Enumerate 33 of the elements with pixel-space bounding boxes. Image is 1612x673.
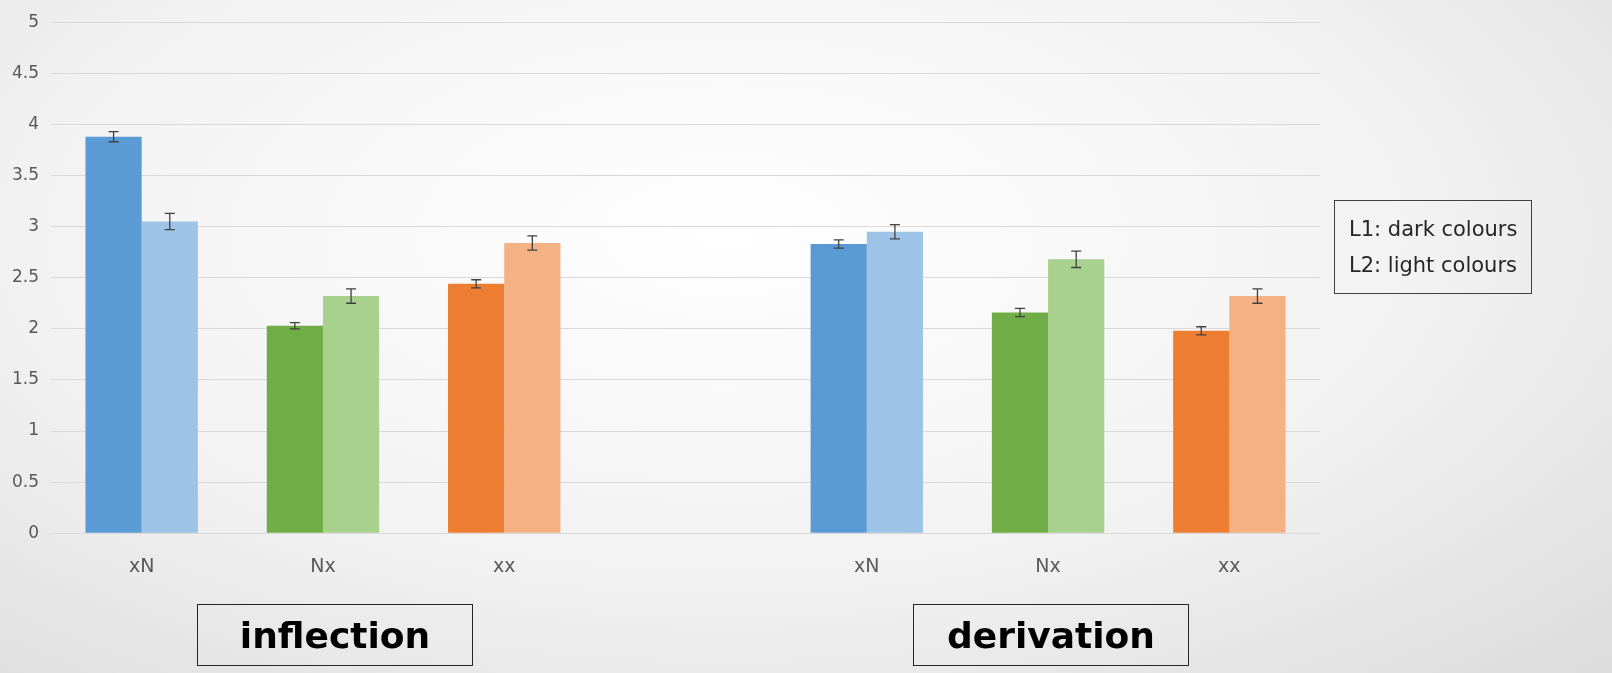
bar xyxy=(991,312,1049,533)
text: inflection xyxy=(197,604,473,666)
y-tick-label: 2.5 xyxy=(11,266,40,287)
y-tick-label: 1 xyxy=(28,419,40,440)
bar xyxy=(1229,296,1286,533)
bar xyxy=(266,325,323,533)
bar xyxy=(504,242,561,533)
y-tick-label: 5 xyxy=(28,10,40,31)
y-tick-label: 2 xyxy=(28,317,40,338)
x-tick-label: xN xyxy=(128,553,155,576)
text: L2: light colours xyxy=(1349,252,1518,279)
x-tick-label: Nx xyxy=(1035,553,1061,576)
y-tick-label: 0.5 xyxy=(11,470,40,491)
y-tick-label: 3.5 xyxy=(11,163,40,184)
x-tick-label: xx xyxy=(1218,553,1241,576)
bar xyxy=(1048,259,1105,533)
y-tick-label: 0 xyxy=(28,521,40,542)
y-tick-label: 4 xyxy=(28,112,40,133)
bar xyxy=(1173,330,1230,533)
bar xyxy=(141,221,198,533)
x-tick-label: Nx xyxy=(310,553,336,576)
text: derivation xyxy=(913,604,1189,666)
bar xyxy=(866,231,923,533)
bar xyxy=(810,243,867,533)
y-tick-label: 3 xyxy=(28,215,40,236)
y-tick-label: 4.5 xyxy=(11,61,40,82)
y-tick-label: 1.5 xyxy=(11,368,40,389)
bar xyxy=(448,283,505,533)
x-tick-label: xN xyxy=(854,553,880,576)
x-tick-label: xx xyxy=(492,553,516,576)
text: L1: dark colours xyxy=(1349,216,1518,243)
bar xyxy=(322,296,380,533)
bar xyxy=(85,136,142,533)
